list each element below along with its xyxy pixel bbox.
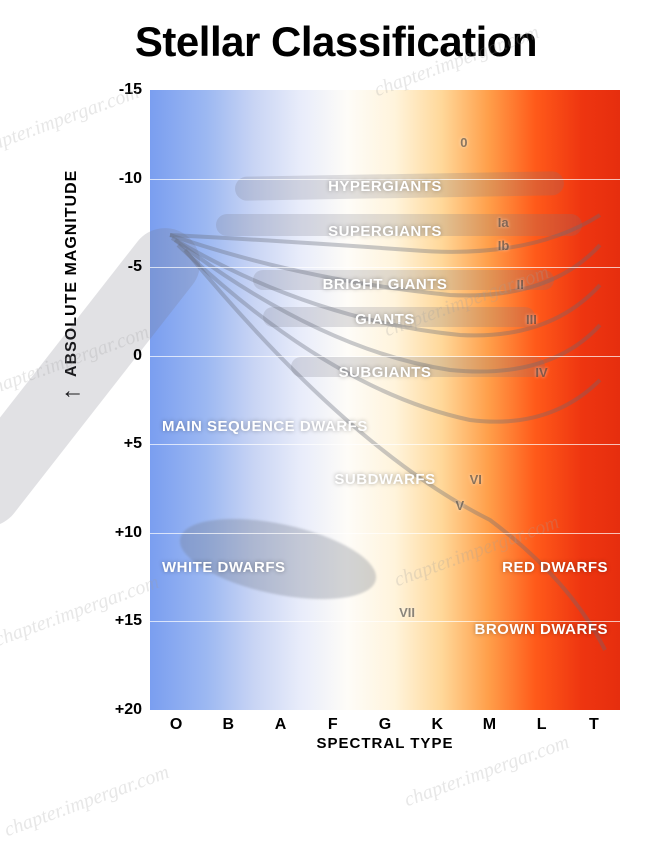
gridline [150, 533, 620, 534]
luminosity-class-marker: VI [470, 472, 482, 487]
band-label: SUBGIANTS [150, 364, 620, 381]
y-tick-label: 0 [133, 347, 142, 365]
y-tick-label: +5 [124, 435, 142, 453]
x-tick-label: A [275, 716, 287, 734]
x-tick-label: L [537, 716, 547, 734]
luminosity-class-marker: VII [399, 605, 415, 620]
x-tick-label: F [328, 716, 338, 734]
x-tick-label: M [483, 716, 496, 734]
gridline [150, 267, 620, 268]
watermark: chapter.impergar.com [1, 761, 172, 842]
chart-title: Stellar Classification [0, 0, 672, 66]
band-label: RED DWARFS [150, 559, 620, 576]
gridline [150, 444, 620, 445]
luminosity-class-marker: Ia [498, 215, 509, 230]
y-tick-label: +20 [115, 701, 142, 719]
y-tick-label: -10 [119, 170, 142, 188]
x-tick-label: K [431, 716, 443, 734]
y-tick-label: +10 [115, 524, 142, 542]
band-label: SUPERGIANTS [150, 223, 620, 240]
luminosity-class-marker: II [517, 277, 524, 292]
hr-diagram-plot: SPECTRAL TYPE -15-10-50+5+10+15+20OBAFGK… [150, 90, 620, 710]
x-axis-label: SPECTRAL TYPE [317, 735, 454, 752]
y-tick-label: -5 [128, 258, 142, 276]
luminosity-class-marker: 0 [460, 135, 467, 150]
x-tick-label: B [223, 716, 235, 734]
y-tick-label: -15 [119, 81, 142, 99]
gridline [150, 356, 620, 357]
band-label: BRIGHT GIANTS [150, 276, 620, 293]
y-tick-label: +15 [115, 612, 142, 630]
luminosity-class-marker: V [456, 498, 465, 513]
x-tick-label: G [379, 716, 391, 734]
band-label: GIANTS [150, 311, 620, 328]
band-label: BROWN DWARFS [150, 621, 620, 638]
x-tick-label: O [170, 716, 182, 734]
band-label: HYPERGIANTS [150, 178, 620, 195]
luminosity-class-marker: IV [535, 365, 547, 380]
band-label: SUBDWARFS [150, 471, 620, 488]
luminosity-class-marker: Ib [498, 238, 510, 253]
x-tick-label: T [589, 716, 599, 734]
luminosity-class-marker: III [526, 312, 537, 327]
band-label: MAIN SEQUENCE DWARFS [150, 418, 620, 435]
